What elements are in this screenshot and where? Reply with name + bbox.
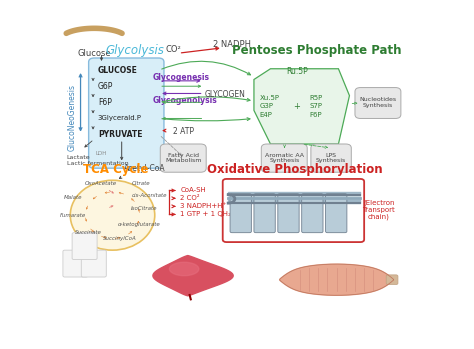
Text: Fatty Acid
Metabolism: Fatty Acid Metabolism (165, 153, 201, 163)
FancyBboxPatch shape (326, 194, 347, 233)
Text: OxoAcetate: OxoAcetate (84, 181, 117, 186)
Text: LPS
Synthesis: LPS Synthesis (316, 153, 346, 163)
Text: R5P
S7P
F6P: R5P S7P F6P (309, 95, 322, 118)
Polygon shape (280, 264, 393, 295)
Text: Glycolysis: Glycolysis (105, 44, 164, 57)
FancyBboxPatch shape (82, 250, 106, 277)
Text: Citrate: Citrate (131, 181, 150, 186)
Text: GlucoNeoGenesis: GlucoNeoGenesis (68, 84, 77, 151)
Text: Oxidative Phosphorylation: Oxidative Phosphorylation (207, 163, 382, 176)
Text: F6P: F6P (98, 98, 112, 107)
Text: Acetyl-CoA: Acetyl-CoA (124, 164, 165, 173)
Text: +: + (293, 102, 301, 111)
Text: Aromatic AA
Synthesis: Aromatic AA Synthesis (265, 153, 304, 163)
Text: PYRUVATE: PYRUVATE (98, 130, 142, 139)
FancyBboxPatch shape (230, 194, 251, 233)
Text: GLYCOGEN: GLYCOGEN (204, 90, 245, 99)
Text: Glycogenesis: Glycogenesis (153, 73, 210, 82)
Text: cis-Aconitate: cis-Aconitate (132, 193, 168, 198)
Text: α-ketoglutarate: α-ketoglutarate (118, 222, 161, 227)
Text: Lactate
Lactic fermentation: Lactate Lactic fermentation (66, 155, 128, 165)
Text: Ru.5P: Ru.5P (286, 67, 308, 76)
Text: 2 ATP: 2 ATP (173, 127, 194, 136)
Text: Glycogenolysis: Glycogenolysis (153, 96, 218, 105)
Text: Xu.5P
G3P
E4P: Xu.5P G3P E4P (259, 95, 280, 118)
FancyBboxPatch shape (278, 194, 299, 233)
Text: Succinate: Succinate (75, 230, 102, 235)
Text: CO²: CO² (165, 45, 181, 54)
Text: TCA Cycle: TCA Cycle (83, 163, 149, 176)
Text: 2 CO²: 2 CO² (181, 195, 200, 201)
FancyBboxPatch shape (89, 58, 164, 168)
Text: Nucleotides
Synthesis: Nucleotides Synthesis (360, 97, 397, 108)
Text: (Electron
Transport
chain): (Electron Transport chain) (363, 199, 395, 220)
Text: 1 GTP + 1 QH₂: 1 GTP + 1 QH₂ (181, 211, 231, 217)
Polygon shape (153, 255, 233, 296)
FancyBboxPatch shape (72, 233, 97, 260)
Text: Glucose: Glucose (77, 49, 111, 58)
FancyBboxPatch shape (223, 179, 364, 242)
FancyBboxPatch shape (386, 275, 398, 284)
Text: 3 NADPH+H⁺: 3 NADPH+H⁺ (181, 203, 227, 209)
FancyBboxPatch shape (254, 194, 275, 233)
Text: SuccinylCoA: SuccinylCoA (103, 236, 137, 240)
FancyBboxPatch shape (311, 144, 351, 172)
Polygon shape (170, 262, 199, 276)
FancyBboxPatch shape (63, 250, 88, 277)
Text: Pentoses Phosphate Path: Pentoses Phosphate Path (232, 44, 401, 57)
FancyBboxPatch shape (301, 194, 323, 233)
Ellipse shape (70, 180, 155, 250)
Text: G6P: G6P (98, 82, 113, 91)
Text: Fumarate: Fumarate (60, 213, 86, 218)
Text: Malate: Malate (64, 195, 82, 200)
Text: CoA-SH: CoA-SH (181, 187, 206, 193)
Text: GLUCOSE: GLUCOSE (98, 66, 137, 75)
Text: IsoCitrate: IsoCitrate (131, 206, 158, 211)
Polygon shape (254, 69, 349, 144)
FancyBboxPatch shape (355, 88, 401, 118)
Text: LDH: LDH (95, 151, 107, 156)
Text: 2 NADPH: 2 NADPH (213, 39, 251, 49)
FancyBboxPatch shape (261, 144, 307, 172)
FancyBboxPatch shape (160, 144, 206, 172)
Text: 3Glycerald.P: 3Glycerald.P (98, 116, 142, 121)
